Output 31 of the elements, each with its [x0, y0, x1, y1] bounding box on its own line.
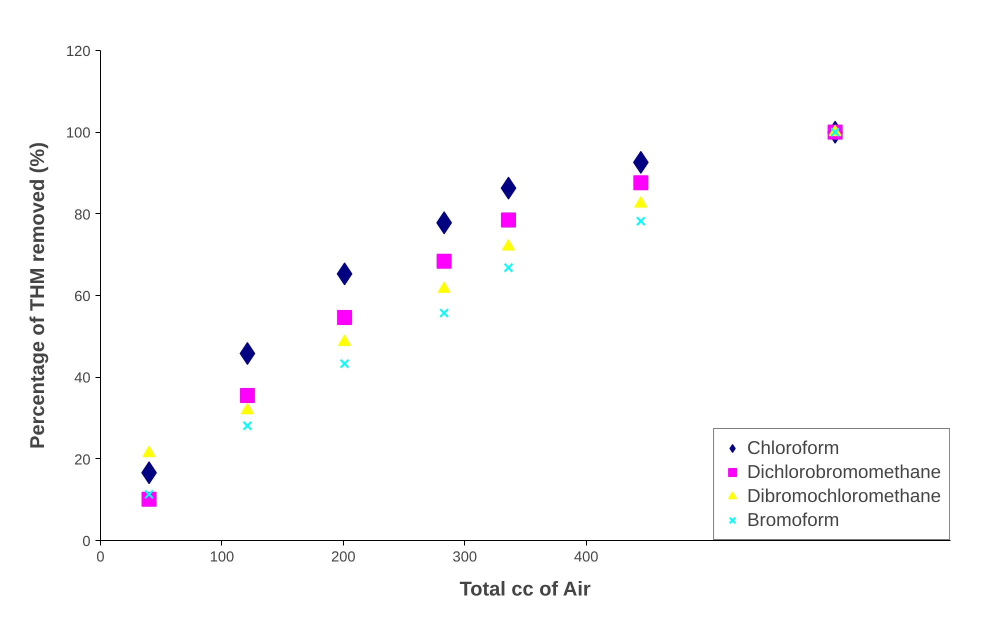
x-tick-label: 100 [210, 550, 234, 566]
legend-label: Dibromochloromethane [747, 485, 941, 507]
point [340, 358, 350, 369]
point [240, 388, 255, 404]
point [439, 308, 450, 318]
y-tick-label: 80 [74, 207, 91, 224]
x-tick-label: 200 [331, 550, 356, 566]
y-tick-label: 0 [82, 534, 91, 550]
point [142, 446, 156, 458]
y-axis-title: Percentage of THM removed (%) [27, 142, 50, 449]
x-tick-label: 300 [452, 550, 478, 566]
point [240, 402, 254, 414]
legend-label: Dichlorobromomethane [747, 461, 941, 483]
x-tick-label: 400 [574, 550, 598, 566]
y-tick-label: 20 [74, 452, 91, 468]
y-tick-label: 100 [66, 126, 91, 142]
point [501, 212, 516, 228]
point [242, 420, 252, 431]
point [633, 175, 648, 190]
x-axis-title: Total cc of Air [460, 578, 591, 600]
y-tick-label: 40 [74, 370, 91, 387]
point [337, 310, 352, 326]
legend-label: Bromoform [747, 509, 840, 531]
point [338, 334, 352, 346]
legend-label: Chloroform [747, 437, 840, 459]
point [636, 216, 646, 226]
y-tick-label: 120 [66, 44, 91, 60]
y-tick-label: 60 [74, 289, 91, 305]
x-tick-label: 0 [96, 550, 105, 566]
point [504, 262, 514, 273]
point [436, 254, 452, 269]
